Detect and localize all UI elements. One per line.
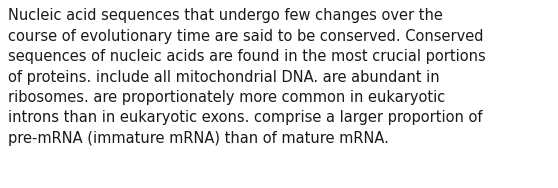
Text: Nucleic acid sequences that undergo few changes over the
course of evolutionary : Nucleic acid sequences that undergo few … (8, 8, 486, 146)
